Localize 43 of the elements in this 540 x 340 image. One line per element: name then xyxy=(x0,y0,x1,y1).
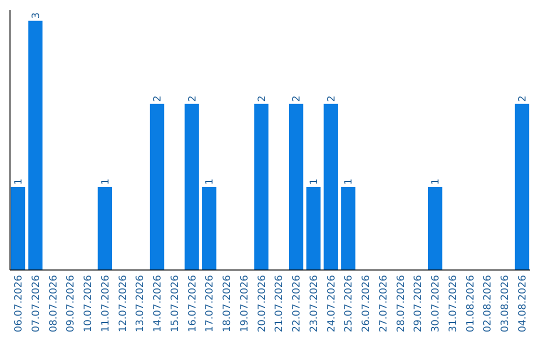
x-tick-label: 13.07.2026 xyxy=(135,275,146,332)
x-tick-label: 20.07.2026 xyxy=(256,275,268,332)
x-tick-label: 06.07.2026 xyxy=(13,275,24,332)
x-tick-label: 17.07.2026 xyxy=(204,275,216,332)
data-label: 1 xyxy=(308,178,320,185)
data-label: 2 xyxy=(152,95,164,102)
x-tick-label: 15.07.2026 xyxy=(170,275,181,332)
x-tick-label: 10.07.2026 xyxy=(83,275,94,332)
x-tick-label: 07.07.2026 xyxy=(30,275,42,332)
x-tick-label: 30.07.2026 xyxy=(430,275,442,332)
x-tick-label: 25.07.2026 xyxy=(344,275,355,332)
x-tick-label: 11.07.2026 xyxy=(100,275,112,332)
x-tick-label: 02.08.2026 xyxy=(482,275,494,332)
data-label: 1 xyxy=(13,178,24,185)
x-tick-label: 24.07.2026 xyxy=(326,275,338,332)
x-tick-label: 08.07.2026 xyxy=(48,275,60,332)
x-tick-label: 19.07.2026 xyxy=(239,275,250,332)
data-label: 2 xyxy=(256,95,268,102)
x-tick-label: 01.08.2026 xyxy=(465,275,476,332)
x-tick-label: 22.07.2026 xyxy=(292,275,303,332)
x-tick-label: 14.07.2026 xyxy=(152,275,164,332)
x-tick-label: 03.08.2026 xyxy=(500,275,512,332)
data-label: 1 xyxy=(344,178,355,185)
x-tick-label: 31.07.2026 xyxy=(448,275,459,332)
x-tick-label: 18.07.2026 xyxy=(222,275,234,332)
x-tick-label: 23.07.2026 xyxy=(308,275,320,332)
x-tick-label: 29.07.2026 xyxy=(413,275,424,332)
x-tick-label: 04.08.2026 xyxy=(518,275,529,332)
data-label: 2 xyxy=(292,95,303,102)
data-label: 1 xyxy=(204,178,216,185)
data-label: 2 xyxy=(518,95,529,102)
x-tick-label: 27.07.2026 xyxy=(378,275,390,332)
x-tick-label: 21.07.2026 xyxy=(274,275,286,332)
data-label: 2 xyxy=(326,95,338,102)
data-label: 3 xyxy=(30,12,42,19)
data-label: 2 xyxy=(187,95,198,102)
x-tick-label: 28.07.2026 xyxy=(396,275,407,332)
data-label: 1 xyxy=(100,178,112,185)
x-tick-label: 09.07.2026 xyxy=(66,275,77,332)
x-tick-label: 16.07.2026 xyxy=(187,275,198,332)
x-tick-label: 12.07.2026 xyxy=(118,275,129,332)
data-label: 1 xyxy=(430,178,442,185)
x-tick-label: 26.07.2026 xyxy=(361,275,372,332)
